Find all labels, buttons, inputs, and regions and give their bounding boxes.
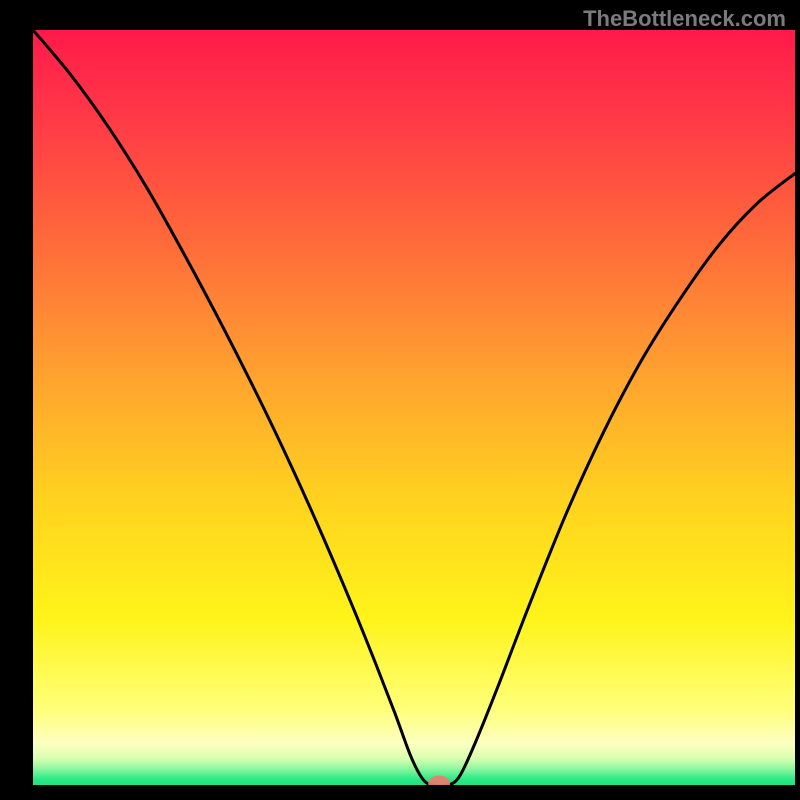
watermark-text: TheBottleneck.com <box>583 6 786 32</box>
chart-border-bottom <box>0 785 800 800</box>
chart-background-gradient <box>33 30 795 785</box>
chart-border-left <box>0 0 33 800</box>
chart-border-right <box>795 0 800 800</box>
bottleneck-chart <box>0 0 800 800</box>
